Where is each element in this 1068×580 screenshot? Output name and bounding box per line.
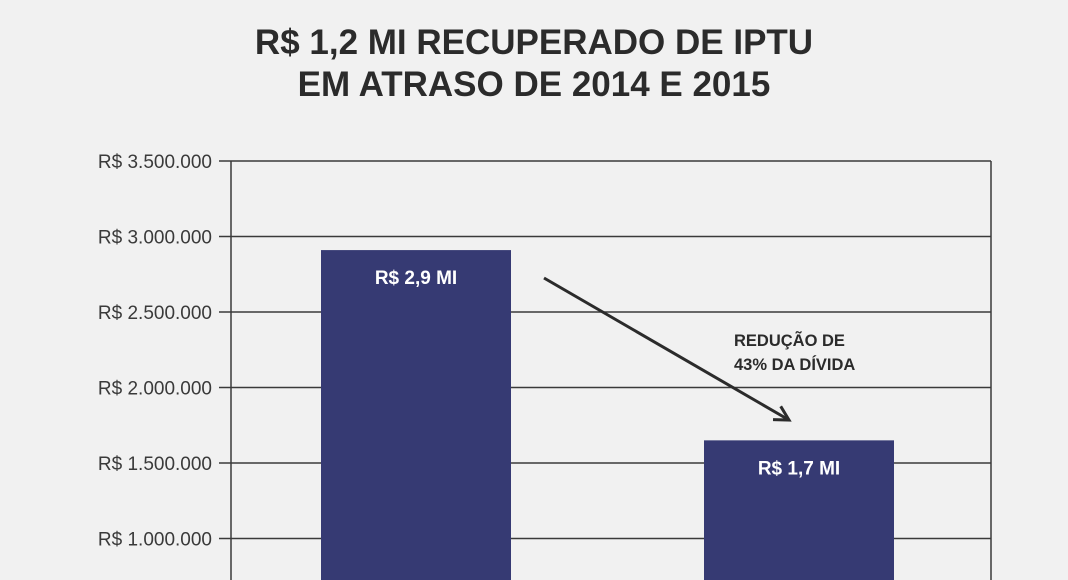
- bar-data-label: R$ 2,9 MI: [375, 268, 457, 289]
- bars: [321, 250, 894, 580]
- y-tick-label: R$ 3.000.000: [98, 228, 212, 249]
- y-tick-label: R$ 3.500.000: [98, 152, 212, 173]
- bar-data-label: R$ 1,7 MI: [758, 458, 840, 479]
- y-tick-label: R$ 1.000.000: [98, 530, 212, 551]
- y-tick-label: R$ 1.500.000: [98, 454, 212, 475]
- chart-title-line-1: R$ 1,2 MI RECUPERADO DE IPTU: [254, 23, 814, 62]
- bar: [321, 250, 511, 580]
- arrow-icon: [772, 405, 792, 422]
- y-tick-label: R$ 2.000.000: [98, 379, 212, 400]
- chart-title-line-2: EM ATRASO DE 2014 E 2015: [297, 65, 771, 104]
- arrow-shaft: [543, 276, 790, 422]
- annotation-text: REDUÇÃO DE: [734, 330, 845, 350]
- bar-data-labels: R$ 2,9 MI R$ 1,7 MI: [375, 268, 840, 479]
- chart-title: R$ 1,2 MI RECUPERADO DE IPTU EM ATRASO D…: [0, 22, 1068, 106]
- y-axis-ticks: R$ 1.000.000 R$ 1.500.000 R$ 2.000.000 R$ 2…: [98, 152, 212, 551]
- bar: [704, 440, 894, 580]
- y-tick-label: R$ 2.500.000: [98, 303, 212, 324]
- annotation: REDUÇÃO DE 43% DA DÍVIDA: [543, 276, 855, 422]
- annotation-text: 43% DA DÍVIDA: [734, 355, 855, 374]
